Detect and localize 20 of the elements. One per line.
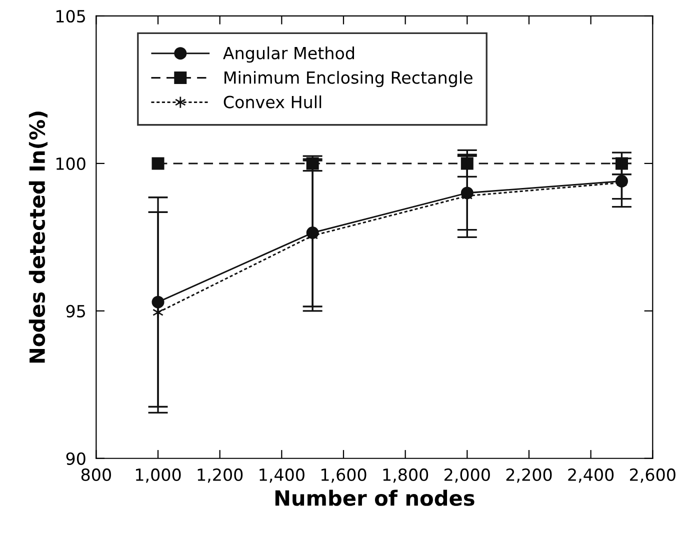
y-axis-title: Nodes detected In(%) [28,112,48,363]
y-tick-label: 100 [56,157,86,170]
x-tick-label: 2,400 [568,468,614,483]
y-tick-label: 105 [56,10,85,23]
y-tick-label: 95 [66,304,85,318]
x-tick-label: 2,600 [630,468,676,483]
point [152,157,164,170]
y-tick-label: 90 [66,452,86,465]
x-tick-label: 1,400 [260,468,304,483]
x-tick-label: 2,000 [444,468,490,483]
legend-label: Convex Hull [224,95,322,108]
x-tick-label: 1,200 [198,468,243,483]
legend-label: Minimum Enclosing Rectangle [224,70,472,88]
x-tick-label: 1,800 [383,468,428,483]
x-tick-label: 800 [81,468,111,482]
legend-label: Angular Method [223,46,354,63]
x-axis-title: Number of nodes [275,490,474,506]
x-tick-label: 1,000 [136,468,181,483]
x-tick-label: 2,200 [506,468,552,483]
x-tick-label: 1,600 [321,468,366,483]
